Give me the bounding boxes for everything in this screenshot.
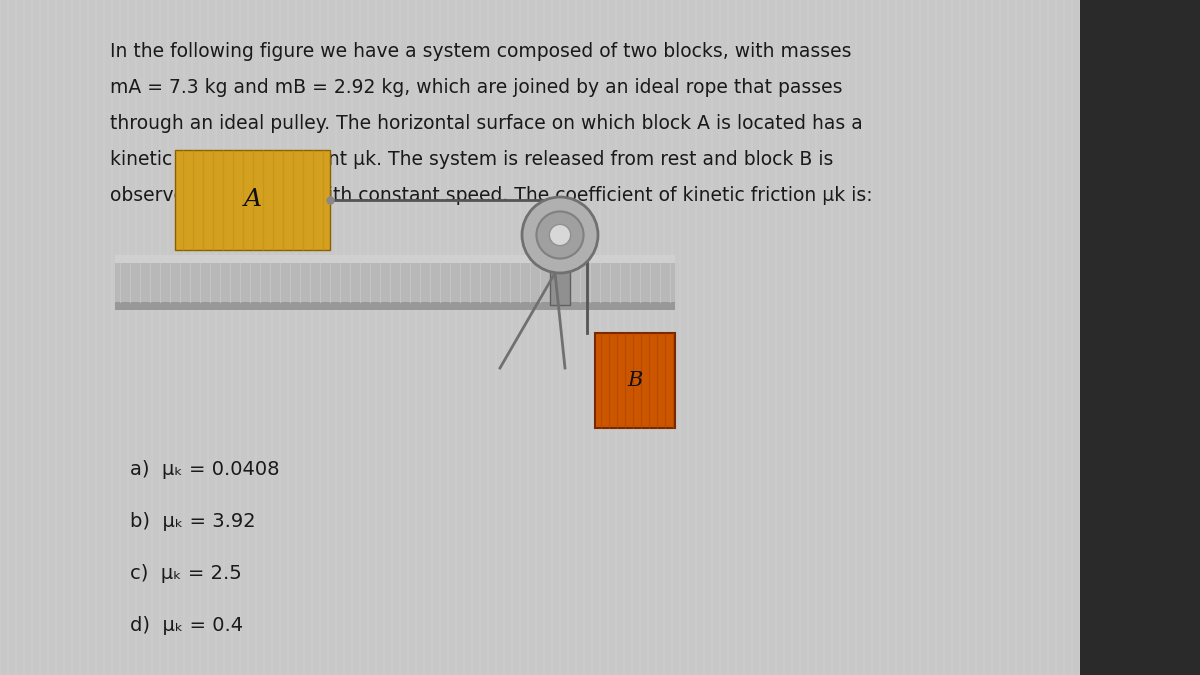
Text: In the following figure we have a system composed of two blocks, with masses: In the following figure we have a system… <box>110 42 852 61</box>
Text: mA = 7.3 kg and mB = 2.92 kg, which are joined by an ideal rope that passes: mA = 7.3 kg and mB = 2.92 kg, which are … <box>110 78 842 97</box>
Circle shape <box>536 211 583 259</box>
Text: through an ideal pulley. The horizontal surface on which block A is located has : through an ideal pulley. The horizontal … <box>110 114 863 133</box>
Text: B: B <box>628 371 643 390</box>
Text: d)  μₖ = 0.4: d) μₖ = 0.4 <box>130 616 244 635</box>
Bar <box>115 263 674 302</box>
Bar <box>1080 0 1200 675</box>
Text: c)  μₖ = 2.5: c) μₖ = 2.5 <box>130 564 241 583</box>
Text: A: A <box>244 188 262 211</box>
Text: kinetic friction coefficient μk. The system is released from rest and block B is: kinetic friction coefficient μk. The sys… <box>110 150 833 169</box>
Bar <box>595 333 674 428</box>
Circle shape <box>522 197 598 273</box>
Bar <box>550 255 570 305</box>
Bar <box>115 255 674 263</box>
Circle shape <box>550 224 571 246</box>
Text: observed to descend with constant speed. The coefficient of kinetic friction μk : observed to descend with constant speed.… <box>110 186 872 205</box>
Bar <box>115 302 674 310</box>
Bar <box>175 150 330 250</box>
Text: a)  μₖ = 0.0408: a) μₖ = 0.0408 <box>130 460 280 479</box>
Text: b)  μₖ = 3.92: b) μₖ = 3.92 <box>130 512 256 531</box>
